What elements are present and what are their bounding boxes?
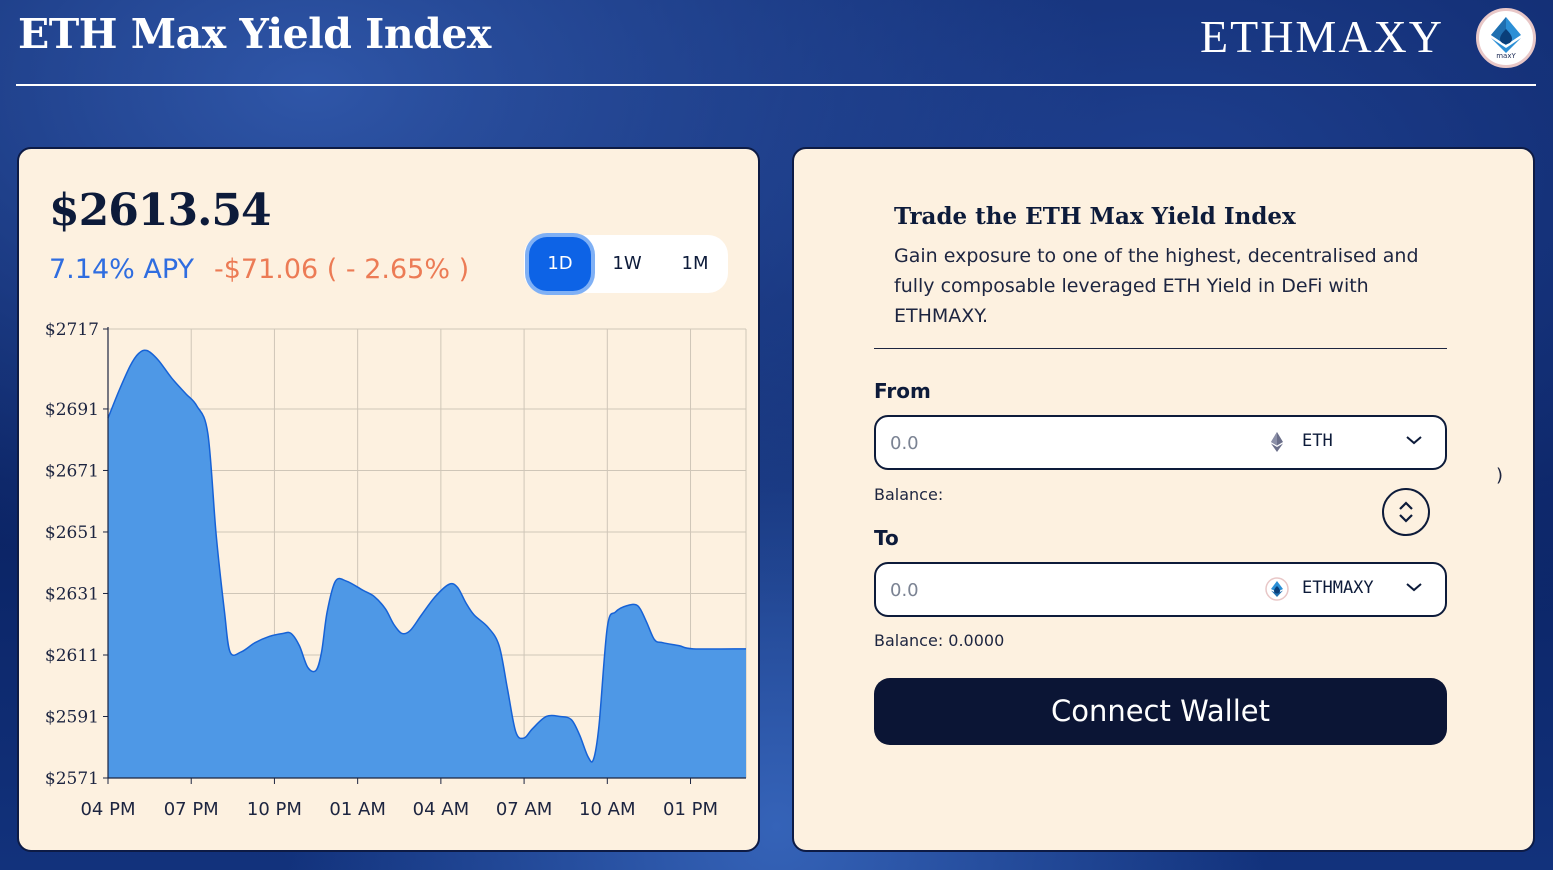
- to-balance: Balance: 0.0000: [874, 631, 1005, 650]
- ethmaxy-icon: [1265, 577, 1289, 601]
- range-1d-button[interactable]: 1D: [529, 237, 591, 291]
- price-line: [107, 349, 747, 763]
- price-chart-card: $2613.54 7.14% APY -$71.06 ( - 2.65% ) 1…: [17, 147, 760, 852]
- trade-description: Gain exposure to one of the highest, dec…: [894, 245, 1419, 327]
- x-tick-label: 01 PM: [663, 799, 718, 820]
- x-tick-label: 01 AM: [329, 799, 385, 820]
- y-tick-label: $2671: [45, 461, 99, 481]
- chevron-down-icon: [1406, 436, 1422, 445]
- x-tick-label: 10 PM: [247, 799, 302, 820]
- from-balance: Balance:: [874, 485, 944, 504]
- to-label: To: [874, 526, 899, 550]
- y-tick-label: $2631: [45, 584, 99, 604]
- x-tick-label: 07 PM: [164, 799, 219, 820]
- connect-wallet-button[interactable]: Connect Wallet: [874, 678, 1447, 745]
- ethmaxy-logo-icon[interactable]: maxY: [1476, 8, 1536, 68]
- y-tick-label: $2717: [45, 320, 99, 340]
- y-tick-label: $2591: [45, 707, 99, 727]
- swap-arrows-icon: [1399, 501, 1413, 523]
- brand-name: ETHMAXY: [1200, 11, 1444, 62]
- y-tick-label: $2651: [45, 523, 99, 543]
- time-range-selector: 1D 1W 1M: [524, 235, 728, 293]
- page-title: ETH Max Yield Index: [18, 10, 491, 58]
- y-tick-label: $2571: [45, 769, 99, 789]
- range-1w-button[interactable]: 1W: [612, 253, 642, 274]
- y-tick-label: $2611: [45, 646, 99, 666]
- trade-title: Trade the ETH Max Yield Index: [894, 203, 1296, 230]
- to-token-name: ETHMAXY: [1302, 578, 1374, 598]
- from-field: ETH: [874, 415, 1447, 470]
- y-tick-label: $2691: [45, 400, 99, 420]
- from-amount-input[interactable]: [890, 429, 1240, 457]
- divider: [874, 348, 1447, 349]
- logo-caption: maxY: [1496, 52, 1516, 60]
- to-amount-input[interactable]: [890, 576, 1240, 604]
- apy-value: 7.14% APY: [49, 254, 195, 285]
- x-tick-label: 04 PM: [80, 799, 135, 820]
- swap-direction-button[interactable]: [1382, 488, 1430, 536]
- current-price: $2613.54: [49, 185, 272, 236]
- x-tick-label: 04 AM: [413, 799, 469, 820]
- price-area-fill: [108, 350, 746, 778]
- price-change: -$71.06 ( - 2.65% ): [214, 254, 470, 285]
- chevron-down-icon: [1406, 583, 1422, 592]
- from-token-name: ETH: [1302, 431, 1333, 451]
- range-1m-button[interactable]: 1M: [681, 253, 709, 274]
- x-tick-label: 10 AM: [579, 799, 635, 820]
- price-area-chart: $2717 $2691 $2671 $2651 $2631 $2611 $2591 $2571…: [45, 320, 747, 820]
- to-token-select[interactable]: ETHMAXY: [1261, 564, 1447, 615]
- from-label: From: [874, 379, 931, 403]
- trade-card: Trade the ETH Max Yield Index Gain expos…: [792, 147, 1535, 852]
- ethereum-icon: [1271, 432, 1283, 452]
- from-token-select[interactable]: ETH: [1261, 417, 1447, 468]
- stray-text: ): [1496, 465, 1504, 486]
- to-field: ETHMAXY: [874, 562, 1447, 617]
- page-header: ETH Max Yield Index ETHMAXY maxY: [16, 0, 1536, 86]
- x-tick-label: 07 AM: [496, 799, 552, 820]
